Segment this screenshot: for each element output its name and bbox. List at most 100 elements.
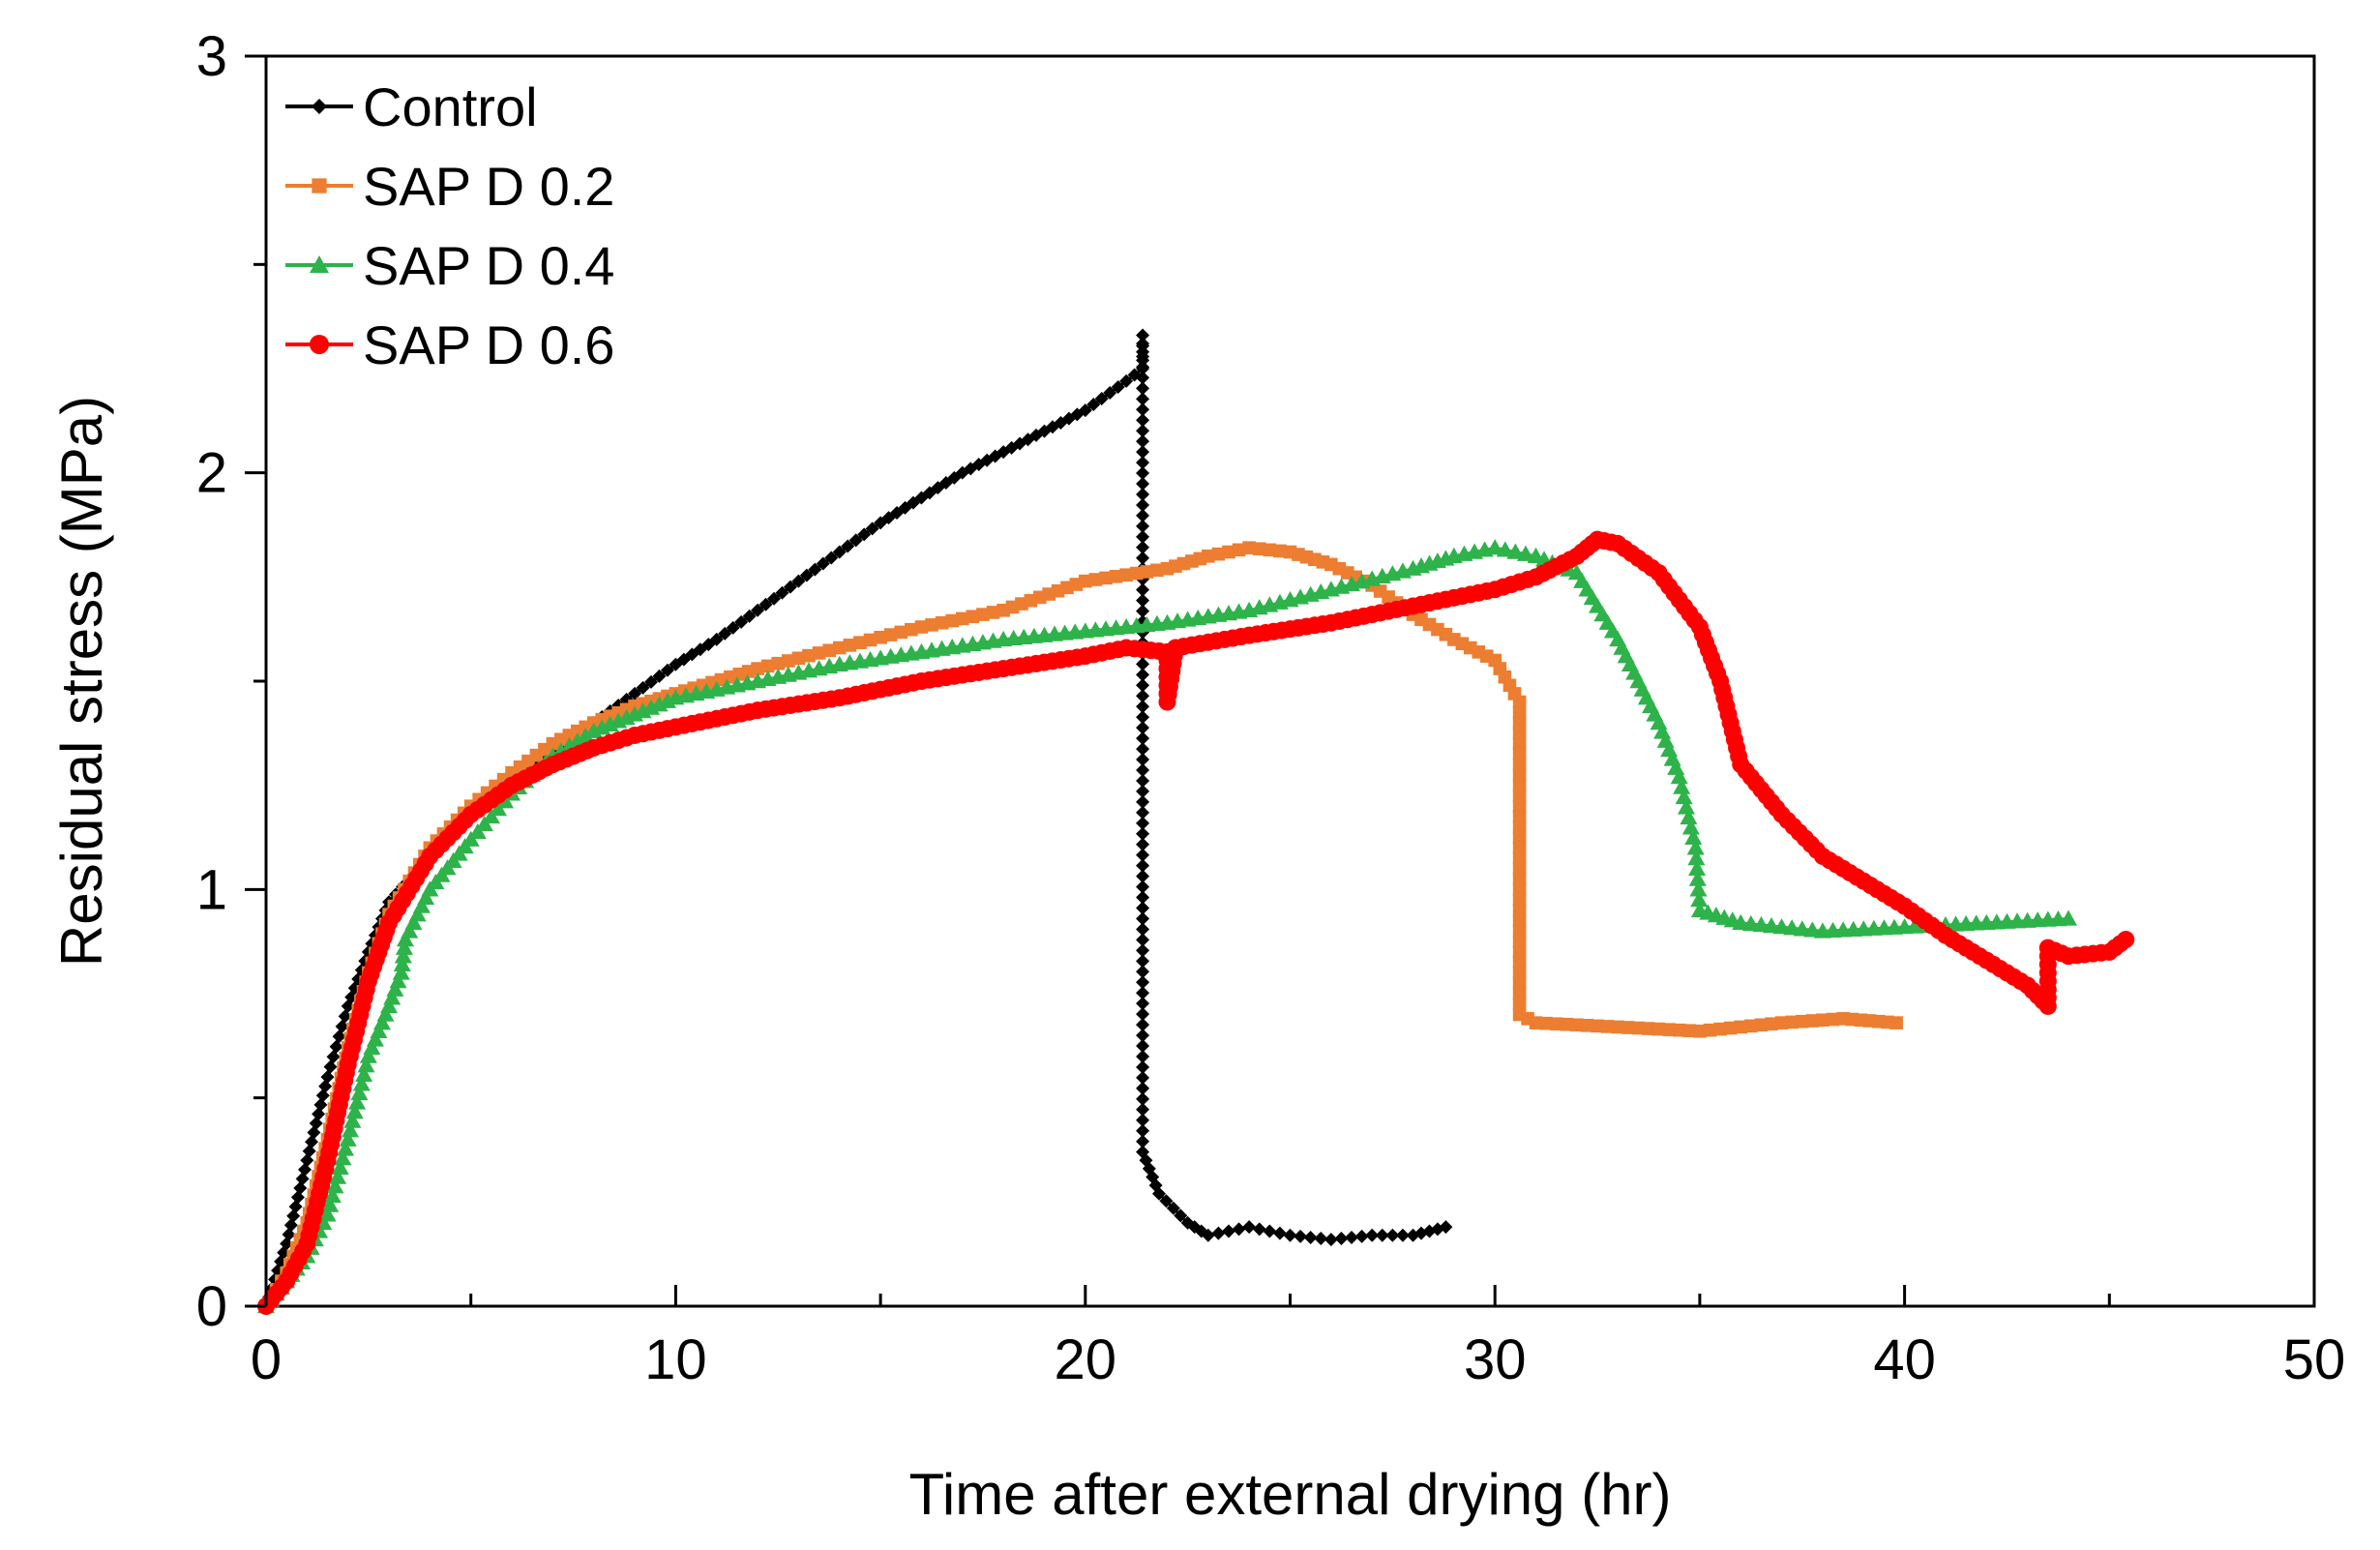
data-point bbox=[863, 633, 878, 647]
data-point bbox=[1889, 1016, 1903, 1029]
data-point bbox=[945, 613, 959, 628]
data-point bbox=[734, 614, 749, 629]
data-point bbox=[832, 545, 847, 559]
data-point bbox=[1774, 1016, 1789, 1029]
data-point bbox=[1109, 569, 1123, 583]
series-sap-d-0-6 bbox=[257, 530, 2135, 1315]
data-point bbox=[1136, 954, 1150, 969]
data-point bbox=[1512, 924, 1527, 939]
data-point bbox=[2117, 931, 2135, 949]
data-point bbox=[1136, 858, 1150, 873]
x-tick-label: 30 bbox=[1464, 1328, 1527, 1391]
data-point bbox=[1345, 1230, 1359, 1244]
data-point bbox=[383, 989, 402, 1005]
data-point bbox=[329, 1039, 343, 1054]
data-point bbox=[1232, 1222, 1246, 1237]
data-point bbox=[321, 1196, 340, 1212]
data-point bbox=[1174, 1208, 1188, 1223]
data-point bbox=[1512, 955, 1527, 969]
data-point bbox=[395, 939, 413, 955]
data-point bbox=[1136, 869, 1150, 883]
data-point bbox=[1263, 543, 1277, 557]
data-point bbox=[1136, 434, 1150, 449]
data-point bbox=[1111, 379, 1125, 394]
data-point bbox=[832, 641, 847, 655]
data-point bbox=[1086, 398, 1101, 412]
data-point bbox=[1512, 882, 1527, 897]
x-tick-label: 0 bbox=[251, 1328, 282, 1391]
data-point bbox=[1560, 1017, 1574, 1031]
data-point bbox=[1263, 1224, 1277, 1238]
data-point bbox=[1136, 721, 1150, 735]
data-point bbox=[412, 897, 431, 913]
data-point bbox=[355, 1065, 373, 1082]
data-point bbox=[1150, 563, 1164, 578]
data-point bbox=[802, 648, 816, 663]
data-point bbox=[1805, 1014, 1820, 1028]
data-point bbox=[1136, 508, 1150, 522]
data-point bbox=[1136, 922, 1150, 937]
data-point bbox=[1242, 541, 1256, 554]
data-point bbox=[1512, 810, 1527, 823]
data-point bbox=[1512, 778, 1527, 792]
data-point bbox=[359, 1047, 377, 1063]
data-point bbox=[905, 622, 918, 637]
data-point bbox=[1136, 890, 1150, 905]
data-point bbox=[1136, 731, 1150, 746]
data-point bbox=[791, 651, 806, 666]
data-point bbox=[302, 1144, 316, 1158]
data-point bbox=[1395, 1228, 1410, 1242]
data-point bbox=[874, 630, 887, 644]
data-point bbox=[1136, 593, 1150, 608]
data-point bbox=[1136, 826, 1150, 841]
data-point bbox=[1642, 1022, 1655, 1035]
data-point bbox=[408, 906, 427, 922]
data-point bbox=[865, 522, 879, 536]
data-point bbox=[1166, 1201, 1180, 1215]
data-point bbox=[280, 1237, 294, 1251]
data-point bbox=[1512, 727, 1527, 740]
data-point bbox=[1136, 497, 1150, 512]
data-point bbox=[1294, 1229, 1308, 1243]
data-point bbox=[1136, 529, 1150, 544]
data-point bbox=[1136, 1123, 1150, 1138]
data-point bbox=[309, 1116, 323, 1130]
y-axis-label: Residual stress (MPa) bbox=[49, 396, 114, 967]
data-point bbox=[376, 1005, 395, 1022]
data-point bbox=[1611, 1020, 1625, 1034]
data-point bbox=[1136, 975, 1150, 990]
data-point bbox=[1486, 539, 1504, 555]
data-point bbox=[1496, 541, 1514, 557]
data-point bbox=[1816, 1013, 1830, 1028]
data-point bbox=[883, 628, 898, 641]
legend-label: Control bbox=[363, 76, 538, 137]
data-point bbox=[1136, 700, 1150, 714]
data-point bbox=[1713, 1022, 1727, 1036]
data-point bbox=[1687, 850, 1706, 866]
data-point bbox=[366, 1030, 384, 1047]
data-point bbox=[1734, 1020, 1748, 1034]
data-point bbox=[1512, 747, 1527, 761]
data-point bbox=[1136, 794, 1150, 809]
data-point bbox=[1201, 1228, 1215, 1242]
data-point bbox=[775, 585, 789, 600]
data-point bbox=[1119, 373, 1134, 388]
plot-area bbox=[264, 54, 2316, 1308]
data-point bbox=[1324, 1233, 1338, 1247]
data-point bbox=[1136, 911, 1150, 926]
data-point bbox=[1136, 742, 1150, 757]
data-point bbox=[1512, 820, 1527, 834]
data-point bbox=[417, 888, 435, 906]
data-point bbox=[1136, 413, 1150, 428]
data-point bbox=[843, 639, 857, 652]
data-point bbox=[1136, 837, 1150, 851]
data-point bbox=[312, 99, 327, 114]
data-point bbox=[1136, 879, 1150, 894]
data-point bbox=[1314, 1232, 1328, 1246]
data-point bbox=[389, 972, 407, 989]
data-point bbox=[760, 659, 775, 673]
legend: Control SAP D 0.2 SAP D 0.4 SAP D 0.6 bbox=[285, 76, 614, 375]
data-point bbox=[1136, 551, 1150, 565]
data-point bbox=[1272, 1226, 1287, 1240]
data-point bbox=[1826, 1012, 1840, 1027]
